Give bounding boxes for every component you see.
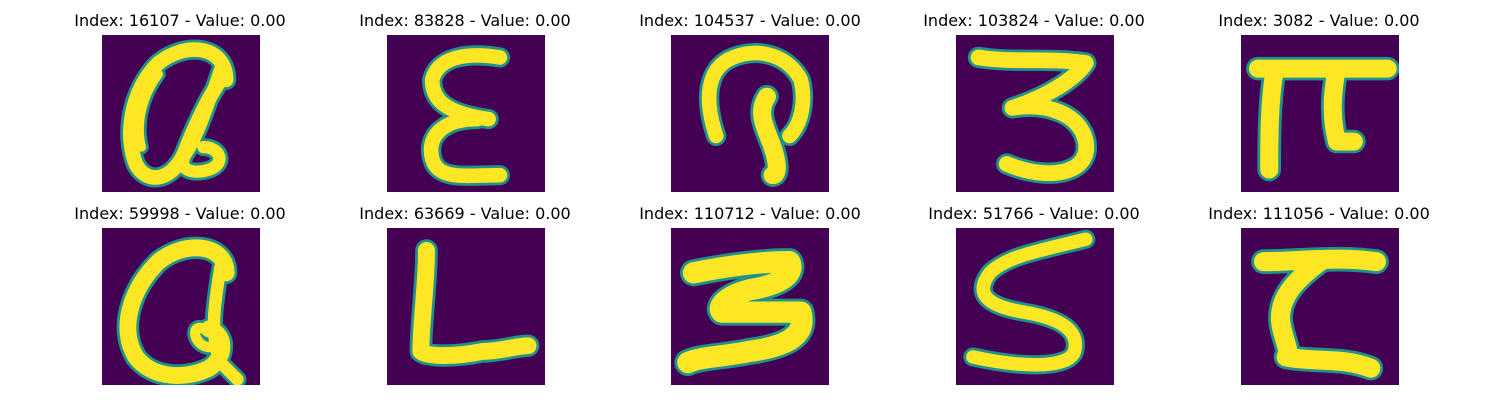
- character-image: [1241, 35, 1399, 192]
- character-stroke: [190, 322, 225, 353]
- panel-title: Index: 83828 - Value: 0.00: [359, 11, 571, 30]
- panel-title: Index: 51766 - Value: 0.00: [928, 204, 1140, 223]
- panel-title: Index: 110712 - Value: 0.00: [639, 204, 861, 223]
- character-image: [102, 35, 260, 192]
- character-image: [387, 35, 545, 192]
- character-image: [671, 35, 829, 192]
- character-stroke: [423, 48, 508, 184]
- panel-title: Index: 111056 - Value: 0.00: [1208, 204, 1430, 223]
- character-image: [387, 228, 545, 385]
- character-stroke: [207, 261, 244, 385]
- character-stroke: [1248, 59, 1397, 179]
- character-image: [1241, 228, 1399, 385]
- panel-title: Index: 103824 - Value: 0.00: [923, 11, 1145, 30]
- panel-title: Index: 63669 - Value: 0.00: [359, 204, 571, 223]
- character-image: [956, 35, 1114, 192]
- character-stroke: [412, 242, 537, 364]
- panel-title: Index: 16107 - Value: 0.00: [74, 11, 286, 30]
- character-image: [671, 228, 829, 385]
- character-stroke: [970, 49, 1095, 181]
- character-stroke: [677, 250, 813, 374]
- character-stroke: [176, 62, 227, 178]
- character-image: [102, 228, 260, 385]
- character-stroke: [1253, 249, 1387, 378]
- character-stroke: [134, 69, 163, 152]
- panel-title: Index: 3082 - Value: 0.00: [1218, 11, 1420, 30]
- character-stroke: [966, 232, 1093, 372]
- character-stroke: [701, 45, 811, 144]
- character-stroke: [753, 87, 786, 185]
- character-image: [956, 228, 1114, 385]
- panel-title: Index: 59998 - Value: 0.00: [74, 204, 286, 223]
- panel-title: Index: 104537 - Value: 0.00: [639, 11, 861, 30]
